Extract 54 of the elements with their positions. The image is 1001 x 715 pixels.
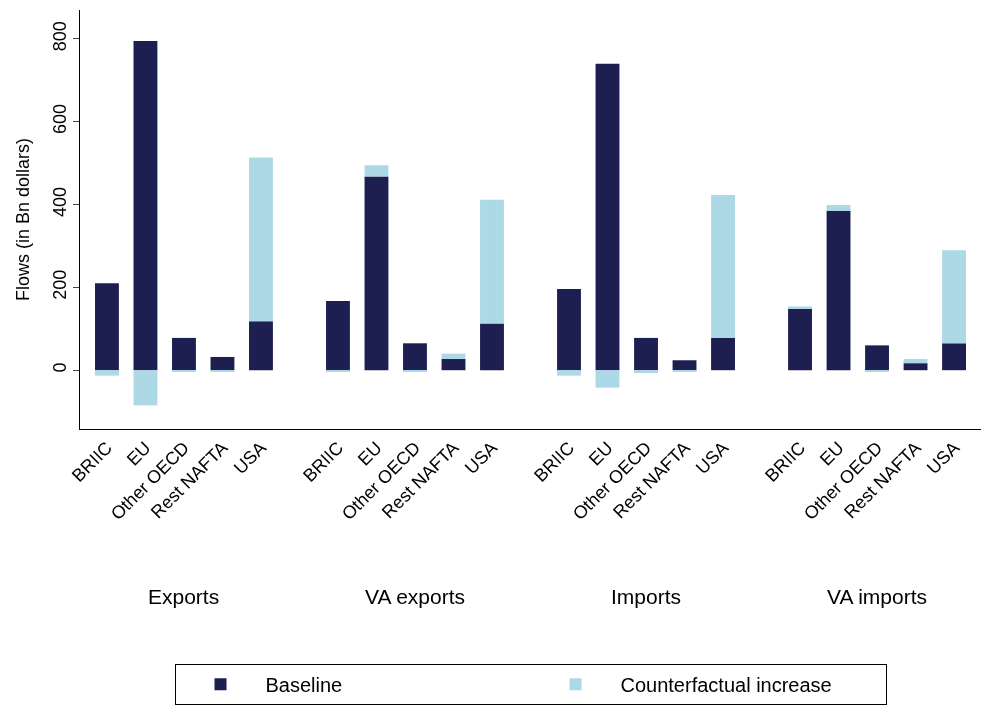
bar: [711, 337, 735, 371]
bar: [364, 176, 389, 371]
text: VA exports: [365, 585, 465, 608]
bar: [595, 63, 620, 371]
bar: [403, 343, 427, 371]
bar: [480, 199, 504, 324]
bar: [788, 308, 812, 371]
bar: [557, 289, 581, 371]
bar: [249, 321, 273, 371]
legend-label: Counterfactual increase: [620, 673, 832, 696]
bar: [826, 210, 851, 371]
bar: [95, 283, 119, 371]
bar: [557, 370, 581, 376]
bar: [133, 370, 158, 406]
y-tick-label: 200: [49, 269, 70, 300]
text: VA imports: [827, 585, 927, 608]
bar: [865, 345, 889, 371]
bar: [441, 353, 466, 360]
text: Exports: [148, 585, 220, 608]
bar: [788, 306, 812, 309]
y-axis-title: Flows (in Bn dollars): [13, 137, 33, 302]
x-tick-label: USA: [922, 437, 964, 478]
x-tick-label: USA: [460, 437, 502, 478]
bar: [903, 359, 928, 364]
x-tick-label: EU: [584, 437, 617, 470]
bar: [95, 370, 119, 376]
legend-label: Baseline: [265, 673, 343, 696]
bar: [942, 250, 966, 344]
bar: [826, 205, 851, 211]
bar: [672, 360, 697, 371]
bar: [634, 370, 658, 374]
bar: [133, 41, 158, 371]
bar: [172, 337, 196, 371]
bar: [634, 337, 658, 371]
x-tick-label: EU: [815, 437, 848, 470]
y-tick-label: 400: [49, 186, 70, 217]
bar: [326, 301, 350, 371]
bar: [903, 363, 928, 371]
x-tick-label: EU: [122, 437, 155, 470]
bar: [210, 356, 235, 371]
bar: [480, 323, 504, 371]
bar: [249, 157, 273, 322]
y-tick-label: 0: [49, 362, 70, 373]
x-tick-label: EU: [353, 437, 386, 470]
bar: [364, 165, 389, 177]
bar: [441, 359, 466, 371]
text: Imports: [611, 585, 682, 608]
y-tick-label: 600: [49, 104, 70, 135]
bar: [942, 343, 966, 371]
y-tick-label: 800: [49, 21, 70, 52]
bar: [711, 195, 735, 338]
bar: [595, 370, 620, 388]
x-tick-label: USA: [229, 437, 271, 478]
x-tick-label: USA: [691, 437, 733, 478]
